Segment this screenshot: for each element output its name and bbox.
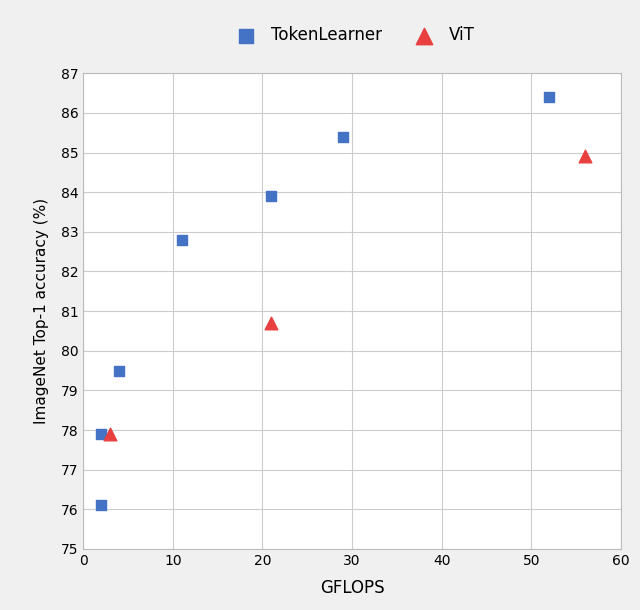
Y-axis label: ImageNet Top-1 accuracy (%): ImageNet Top-1 accuracy (%) — [35, 198, 49, 424]
Legend: TokenLearner, ViT: TokenLearner, ViT — [223, 20, 481, 51]
TokenLearner — [338, 132, 348, 142]
TokenLearner — [96, 501, 106, 511]
TokenLearner — [266, 192, 276, 201]
TokenLearner — [544, 92, 554, 102]
ViT — [266, 318, 276, 328]
ViT — [580, 152, 590, 162]
TokenLearner — [114, 366, 124, 376]
X-axis label: GFLOPS: GFLOPS — [320, 579, 384, 597]
ViT — [105, 429, 115, 439]
TokenLearner — [96, 429, 106, 439]
TokenLearner — [177, 235, 187, 245]
